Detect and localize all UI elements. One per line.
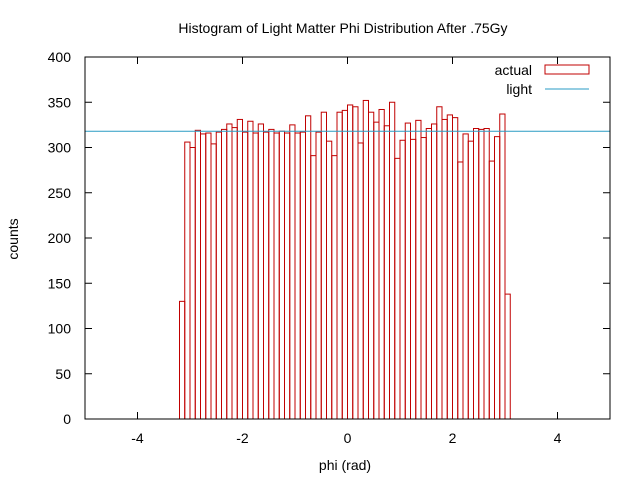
y-tick-label: 200 bbox=[48, 230, 72, 246]
histogram-bar bbox=[436, 106, 443, 420]
histogram-bar bbox=[378, 108, 385, 420]
histogram-bar bbox=[410, 138, 417, 420]
histogram-bar bbox=[278, 130, 285, 420]
y-tick-label: 400 bbox=[48, 49, 72, 65]
chart-title: Histogram of Light Matter Phi Distributi… bbox=[178, 20, 507, 36]
histogram-bar bbox=[389, 101, 396, 420]
histogram-bar bbox=[236, 118, 243, 420]
histogram-bar bbox=[226, 123, 233, 420]
histogram-bar bbox=[425, 127, 432, 420]
x-tick-label: 0 bbox=[344, 430, 352, 446]
histogram-bar bbox=[194, 129, 201, 420]
histogram-bar bbox=[404, 122, 411, 420]
x-tick-label: 4 bbox=[554, 430, 562, 446]
histogram-bar bbox=[446, 114, 453, 420]
histogram-bar bbox=[184, 141, 191, 420]
y-tick-label: 150 bbox=[48, 275, 72, 291]
histogram-bar bbox=[215, 131, 222, 420]
histogram-bar bbox=[205, 132, 212, 420]
histogram-bar bbox=[231, 127, 238, 420]
histogram-bar bbox=[268, 128, 275, 420]
y-tick-label: 250 bbox=[48, 185, 72, 201]
histogram-bar bbox=[368, 111, 375, 420]
histogram-bar bbox=[221, 128, 228, 420]
histogram-bar bbox=[189, 147, 196, 420]
y-tick-label: 100 bbox=[48, 321, 72, 337]
x-tick-label: 2 bbox=[449, 430, 457, 446]
histogram-bar bbox=[284, 132, 291, 420]
histogram-bar bbox=[399, 139, 406, 420]
histogram-bar bbox=[362, 99, 369, 420]
histogram-bar bbox=[336, 111, 343, 420]
histogram-bar bbox=[373, 121, 380, 420]
x-tick-label: -2 bbox=[236, 430, 249, 446]
legend: actual light bbox=[495, 62, 590, 97]
histogram-bar bbox=[247, 120, 254, 420]
histogram-bar bbox=[462, 133, 469, 420]
histogram-bar bbox=[320, 111, 327, 420]
histogram-bar bbox=[347, 104, 354, 420]
y-tick-label: 350 bbox=[48, 94, 72, 110]
y-tick-label: 300 bbox=[48, 140, 72, 156]
histogram-bar bbox=[504, 293, 511, 420]
histogram-bar bbox=[315, 131, 322, 420]
histogram-bar bbox=[263, 131, 270, 420]
histogram-bar bbox=[257, 123, 264, 420]
histogram-bar bbox=[394, 157, 401, 420]
histogram-bar bbox=[483, 127, 490, 420]
histogram-bar bbox=[441, 118, 448, 420]
histogram-bars bbox=[179, 99, 511, 420]
histogram-bar bbox=[383, 125, 390, 420]
histogram-bar bbox=[473, 127, 480, 420]
axis-ticks: 0 50 100 150 200 250 300 350 400 -4 -2 0 2 4 bbox=[48, 49, 610, 446]
x-axis-label: phi (rad) bbox=[319, 457, 371, 473]
histogram-bar bbox=[273, 132, 280, 420]
histogram-bar bbox=[357, 142, 364, 420]
legend-swatch-actual bbox=[544, 64, 590, 75]
histogram-bar bbox=[179, 300, 186, 420]
y-axis-label: counts bbox=[5, 218, 21, 259]
x-tick-label: -4 bbox=[131, 430, 144, 446]
histogram-bar bbox=[200, 133, 207, 420]
y-tick-label: 50 bbox=[55, 366, 71, 382]
histogram-bar bbox=[242, 131, 249, 420]
histogram-bar bbox=[415, 119, 422, 420]
histogram-bar bbox=[289, 124, 296, 420]
histogram-bar bbox=[341, 109, 348, 420]
legend-label-actual: actual bbox=[495, 62, 532, 78]
histogram-bar bbox=[467, 140, 474, 420]
legend-label-light: light bbox=[506, 81, 532, 97]
histogram-bar bbox=[499, 113, 506, 420]
histogram-bar bbox=[326, 140, 333, 420]
y-tick-label: 0 bbox=[63, 411, 71, 427]
histogram-bar bbox=[294, 132, 301, 420]
histogram-bar bbox=[420, 137, 427, 420]
histogram-bar bbox=[431, 123, 438, 420]
histogram-bar bbox=[305, 115, 312, 420]
histogram-bar bbox=[352, 106, 359, 420]
histogram-bar bbox=[331, 155, 338, 420]
histogram-bar bbox=[457, 161, 464, 420]
histogram-bar bbox=[252, 132, 259, 420]
histogram-bar bbox=[488, 160, 495, 420]
plot-frame bbox=[84, 56, 611, 420]
histogram-bar bbox=[210, 143, 217, 420]
histogram-bar bbox=[478, 128, 485, 420]
histogram-bar bbox=[310, 155, 317, 420]
histogram-bar bbox=[452, 117, 459, 420]
histogram-bar bbox=[494, 136, 501, 420]
histogram-bar bbox=[299, 131, 306, 420]
